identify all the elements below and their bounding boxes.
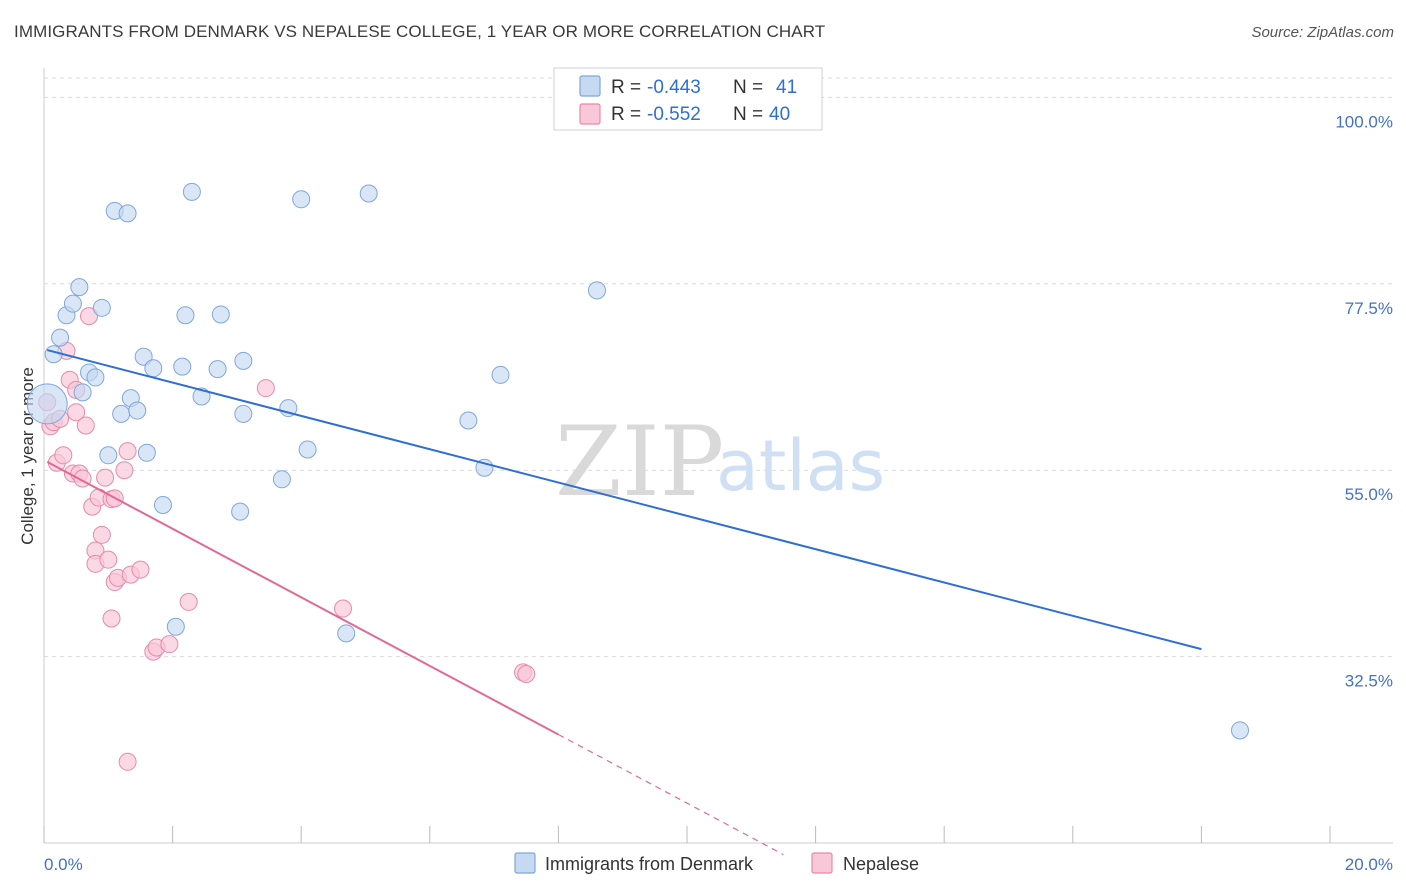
denmark-point-0 [26,383,68,425]
denmark-point-5 [70,278,89,297]
legend-n-value-pink: 40 [769,104,790,125]
denmark-point-2 [51,328,70,347]
nepalese-point-34 [160,635,179,654]
axes [43,68,1393,844]
denmark-point-6 [73,383,92,402]
bottom-legend: Immigrants from Denmark Nepalese [514,852,919,874]
y-tick-label-3: 100.0% [1335,112,1393,131]
stats-legend: R = -0.443 N = 41 R = -0.552 N = 40 [553,67,823,131]
nepalese-point-14 [80,307,99,326]
legend-r-label-blue: R = [611,77,641,98]
y-tick-label-1: 55.0% [1345,485,1393,504]
legend-n-value-blue: 41 [776,77,797,98]
nepalese-point-28 [118,752,137,771]
legend-n-label-pink: N = [733,104,763,125]
bottom-legend-swatch-nepalese [811,852,833,874]
denmark-point-23 [182,182,201,201]
nepalese-point-29 [118,442,137,461]
denmark-point-25 [208,360,227,379]
trendlines [46,349,1202,856]
nepalese-points [38,307,536,771]
denmark-point-24 [192,387,211,406]
source-credit: Source: ZipAtlas.com [1251,24,1394,41]
legend-r-label-pink: R = [611,104,641,125]
denmark-point-26 [211,305,230,324]
denmark-point-18 [144,359,163,378]
nepalese-trendline-extension [558,733,784,856]
denmark-point-22 [176,306,195,325]
denmark-trendline [46,349,1202,651]
denmark-point-17 [137,443,156,462]
y-tick-labels: 32.5% 55.0% 77.5% 100.0% [1335,112,1393,690]
nepalese-point-19 [92,525,111,544]
legend-r-value-pink: -0.552 [647,104,701,125]
denmark-point-8 [86,368,105,387]
legend-r-value-blue: -0.443 [647,77,701,98]
denmark-point-16 [134,347,153,366]
nepalese-point-27 [115,461,134,480]
denmark-point-15 [128,401,147,420]
denmark-point-35 [359,184,378,203]
x-ticks [43,826,1331,843]
denmark-point-29 [234,351,253,370]
denmark-point-34 [337,624,356,643]
denmark-point-39 [587,281,606,300]
denmark-point-38 [491,365,510,384]
nepalese-trendline [46,461,559,736]
denmark-point-4 [63,294,82,313]
denmark-points [26,182,1249,740]
nepalese-point-9 [67,403,86,422]
legend-swatch-pink [579,103,601,125]
watermark-atlas: atlas [716,425,885,507]
bottom-legend-swatch-denmark [514,852,536,874]
denmark-point-21 [173,357,192,376]
denmark-point-32 [292,190,311,209]
bottom-legend-label-denmark: Immigrants from Denmark [545,854,754,874]
denmark-point-40 [1230,721,1249,740]
legend-swatch-blue [579,75,601,97]
x-tick-label-max: 20.0% [1345,855,1393,874]
denmark-point-36 [459,411,478,430]
nepalese-point-39 [517,664,536,683]
denmark-point-12 [112,404,131,423]
legend-n-label-blue: N = [733,77,763,98]
nepalese-point-31 [131,560,150,579]
nepalese-point-20 [96,468,115,487]
denmark-point-28 [234,404,253,423]
x-tick-label-min: 0.0% [44,855,83,874]
bottom-legend-label-nepalese: Nepalese [843,854,919,874]
denmark-point-19 [153,495,172,514]
denmark-point-30 [272,470,291,489]
denmark-point-20 [166,617,185,636]
nepalese-point-24 [102,609,121,628]
nepalese-point-35 [179,592,198,611]
nepalese-point-21 [99,550,118,569]
denmark-point-10 [99,446,118,465]
denmark-point-9 [92,298,111,317]
nepalese-point-5 [54,446,73,465]
chart-title: IMMIGRANTS FROM DENMARK VS NEPALESE COLL… [14,22,826,41]
denmark-point-13 [118,204,137,223]
y-tick-label-2: 77.5% [1345,299,1393,318]
nepalese-point-13 [76,416,95,435]
nepalese-point-37 [333,599,352,618]
nepalese-point-36 [256,379,275,398]
watermark-zip: ZIP [555,406,724,518]
denmark-point-33 [298,440,317,459]
denmark-point-27 [231,502,250,521]
watermark: ZIP atlas [555,406,885,518]
y-tick-label-0: 32.5% [1345,672,1393,691]
